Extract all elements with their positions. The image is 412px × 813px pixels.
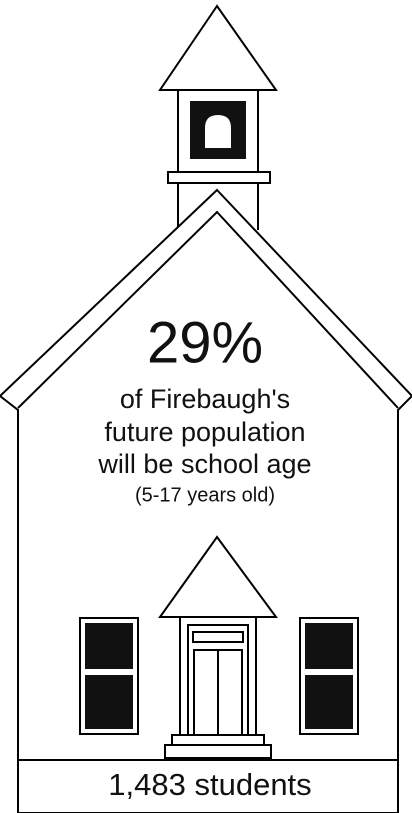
headline-line: will be school age bbox=[97, 449, 311, 479]
headline-note: (5-17 years old) bbox=[135, 484, 275, 506]
headline-line: future population bbox=[104, 417, 305, 447]
headline-line: of Firebaugh's bbox=[120, 384, 290, 414]
headline-value: 29% bbox=[147, 310, 263, 375]
footer-text: 1,483 students bbox=[108, 767, 311, 802]
infographic: 29% of Firebaugh's future population wil… bbox=[0, 0, 412, 813]
